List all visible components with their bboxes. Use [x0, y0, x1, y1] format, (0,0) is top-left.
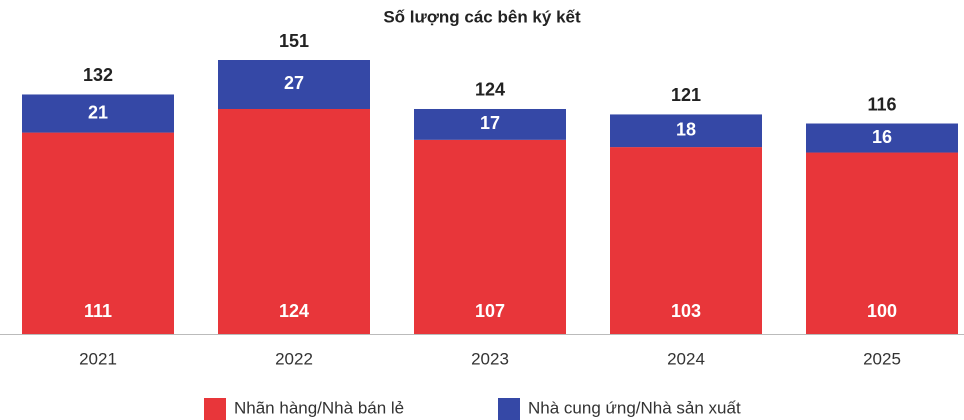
- x-tick-label: 2023: [471, 349, 509, 368]
- value-label: 18: [676, 120, 696, 140]
- total-label: 151: [279, 31, 309, 51]
- legend-swatch: [204, 398, 226, 420]
- value-label: 103: [671, 301, 701, 321]
- value-label: 111: [84, 301, 112, 321]
- bar-segment: [806, 152, 958, 334]
- x-tick-label: 2021: [79, 349, 117, 368]
- value-label: 17: [480, 113, 500, 133]
- total-label: 121: [671, 85, 701, 105]
- value-label: 16: [872, 127, 892, 147]
- bar-segment: [22, 94, 174, 133]
- legend-label: Nhà cung ứng/Nhà sản xuất: [528, 398, 741, 417]
- legend-swatch: [498, 398, 520, 420]
- value-label: 27: [284, 73, 304, 93]
- x-tick-label: 2025: [863, 349, 901, 368]
- total-label: 132: [83, 65, 113, 85]
- bar-segment: [414, 139, 566, 334]
- bar-segment: [806, 123, 958, 153]
- bar-segment: [22, 132, 174, 334]
- x-tick-label: 2022: [275, 349, 313, 368]
- x-tick-label: 2024: [667, 349, 705, 368]
- value-label: 107: [475, 301, 505, 321]
- bar-segment: [610, 147, 762, 334]
- total-label: 124: [475, 80, 505, 100]
- value-label: 124: [279, 301, 309, 321]
- value-label: 100: [867, 301, 897, 321]
- bar-segment: [414, 108, 566, 140]
- total-label: 116: [867, 94, 896, 114]
- chart-title: Số lượng các bên ký kết: [383, 7, 581, 26]
- value-label: 21: [88, 102, 108, 122]
- bar-segment: [218, 108, 370, 334]
- legend-label: Nhãn hàng/Nhà bán lẻ: [234, 398, 404, 417]
- bar-segment: [610, 114, 762, 148]
- bar-segment: [218, 60, 370, 109]
